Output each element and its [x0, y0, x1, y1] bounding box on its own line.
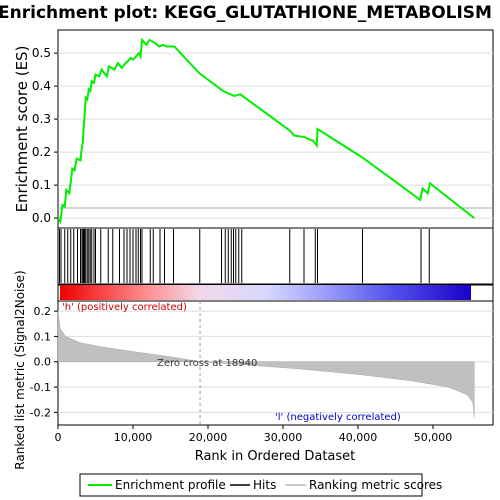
x-tick-label: 50,000	[414, 431, 453, 444]
x-tick-label: 20,000	[189, 431, 228, 444]
hit-markers	[59, 229, 430, 283]
es-panel-frame	[57, 29, 494, 229]
legend-hits-label: Hits	[253, 478, 276, 492]
rank-color-band	[60, 285, 471, 300]
es-y-tick-label: 0.2	[32, 145, 51, 159]
es-y-tick-label: 0.4	[32, 79, 51, 93]
es-y-tick-label: 0.5	[32, 46, 51, 60]
hits-panel-frame	[57, 227, 494, 286]
x-axis-ticks: 0 10,000 20,000 30,000 40,000 50,000	[55, 425, 453, 444]
metric-y-tick-label: -0.2	[30, 406, 51, 419]
es-y-tick-label: 0.0	[32, 211, 51, 225]
zero-cross-label: Zero cross at 18940	[157, 358, 257, 369]
legend-frame	[79, 473, 423, 497]
es-y-tick-label: 0.1	[32, 178, 51, 192]
x-tick-label: 40,000	[339, 431, 378, 444]
positive-correlation-label: 'h' (positively correlated)	[62, 302, 187, 313]
metric-y-tick-label: 0.0	[34, 356, 52, 369]
chart-title: Enrichment plot: KEGG_GLUTATHIONE_METABO…	[0, 3, 492, 23]
enrichment-profile-line	[57, 37, 475, 225]
metric-y-tick-label: 0.2	[34, 305, 52, 318]
metric-y-ticks: 0.2 0.1 0.0 -0.1 -0.2	[30, 305, 58, 419]
x-axis-title: Rank in Ordered Dataset	[195, 449, 356, 464]
metric-y-axis-title: Ranked list metric (Signal2Noise)	[13, 270, 27, 469]
legend-metric-label: Ranking metric scores	[309, 478, 442, 492]
legend: Enrichment profile Hits Ranking metric s…	[79, 473, 442, 497]
x-tick-label: 0	[55, 431, 62, 444]
legend-enrichment-label: Enrichment profile	[115, 478, 226, 492]
metric-y-tick-label: -0.1	[30, 381, 51, 394]
negative-correlation-label: 'l' (negatively correlated)	[275, 412, 401, 423]
metric-y-tick-label: 0.1	[34, 330, 52, 343]
es-y-axis-title: Enrichment score (ES)	[13, 46, 31, 213]
ranking-metric-area	[57, 311, 475, 418]
x-tick-label: 30,000	[264, 431, 303, 444]
x-tick-label: 10,000	[114, 431, 153, 444]
es-y-ticks: 0.0 0.1 0.2 0.3 0.4 0.5	[32, 46, 58, 225]
es-y-tick-label: 0.3	[32, 112, 51, 126]
